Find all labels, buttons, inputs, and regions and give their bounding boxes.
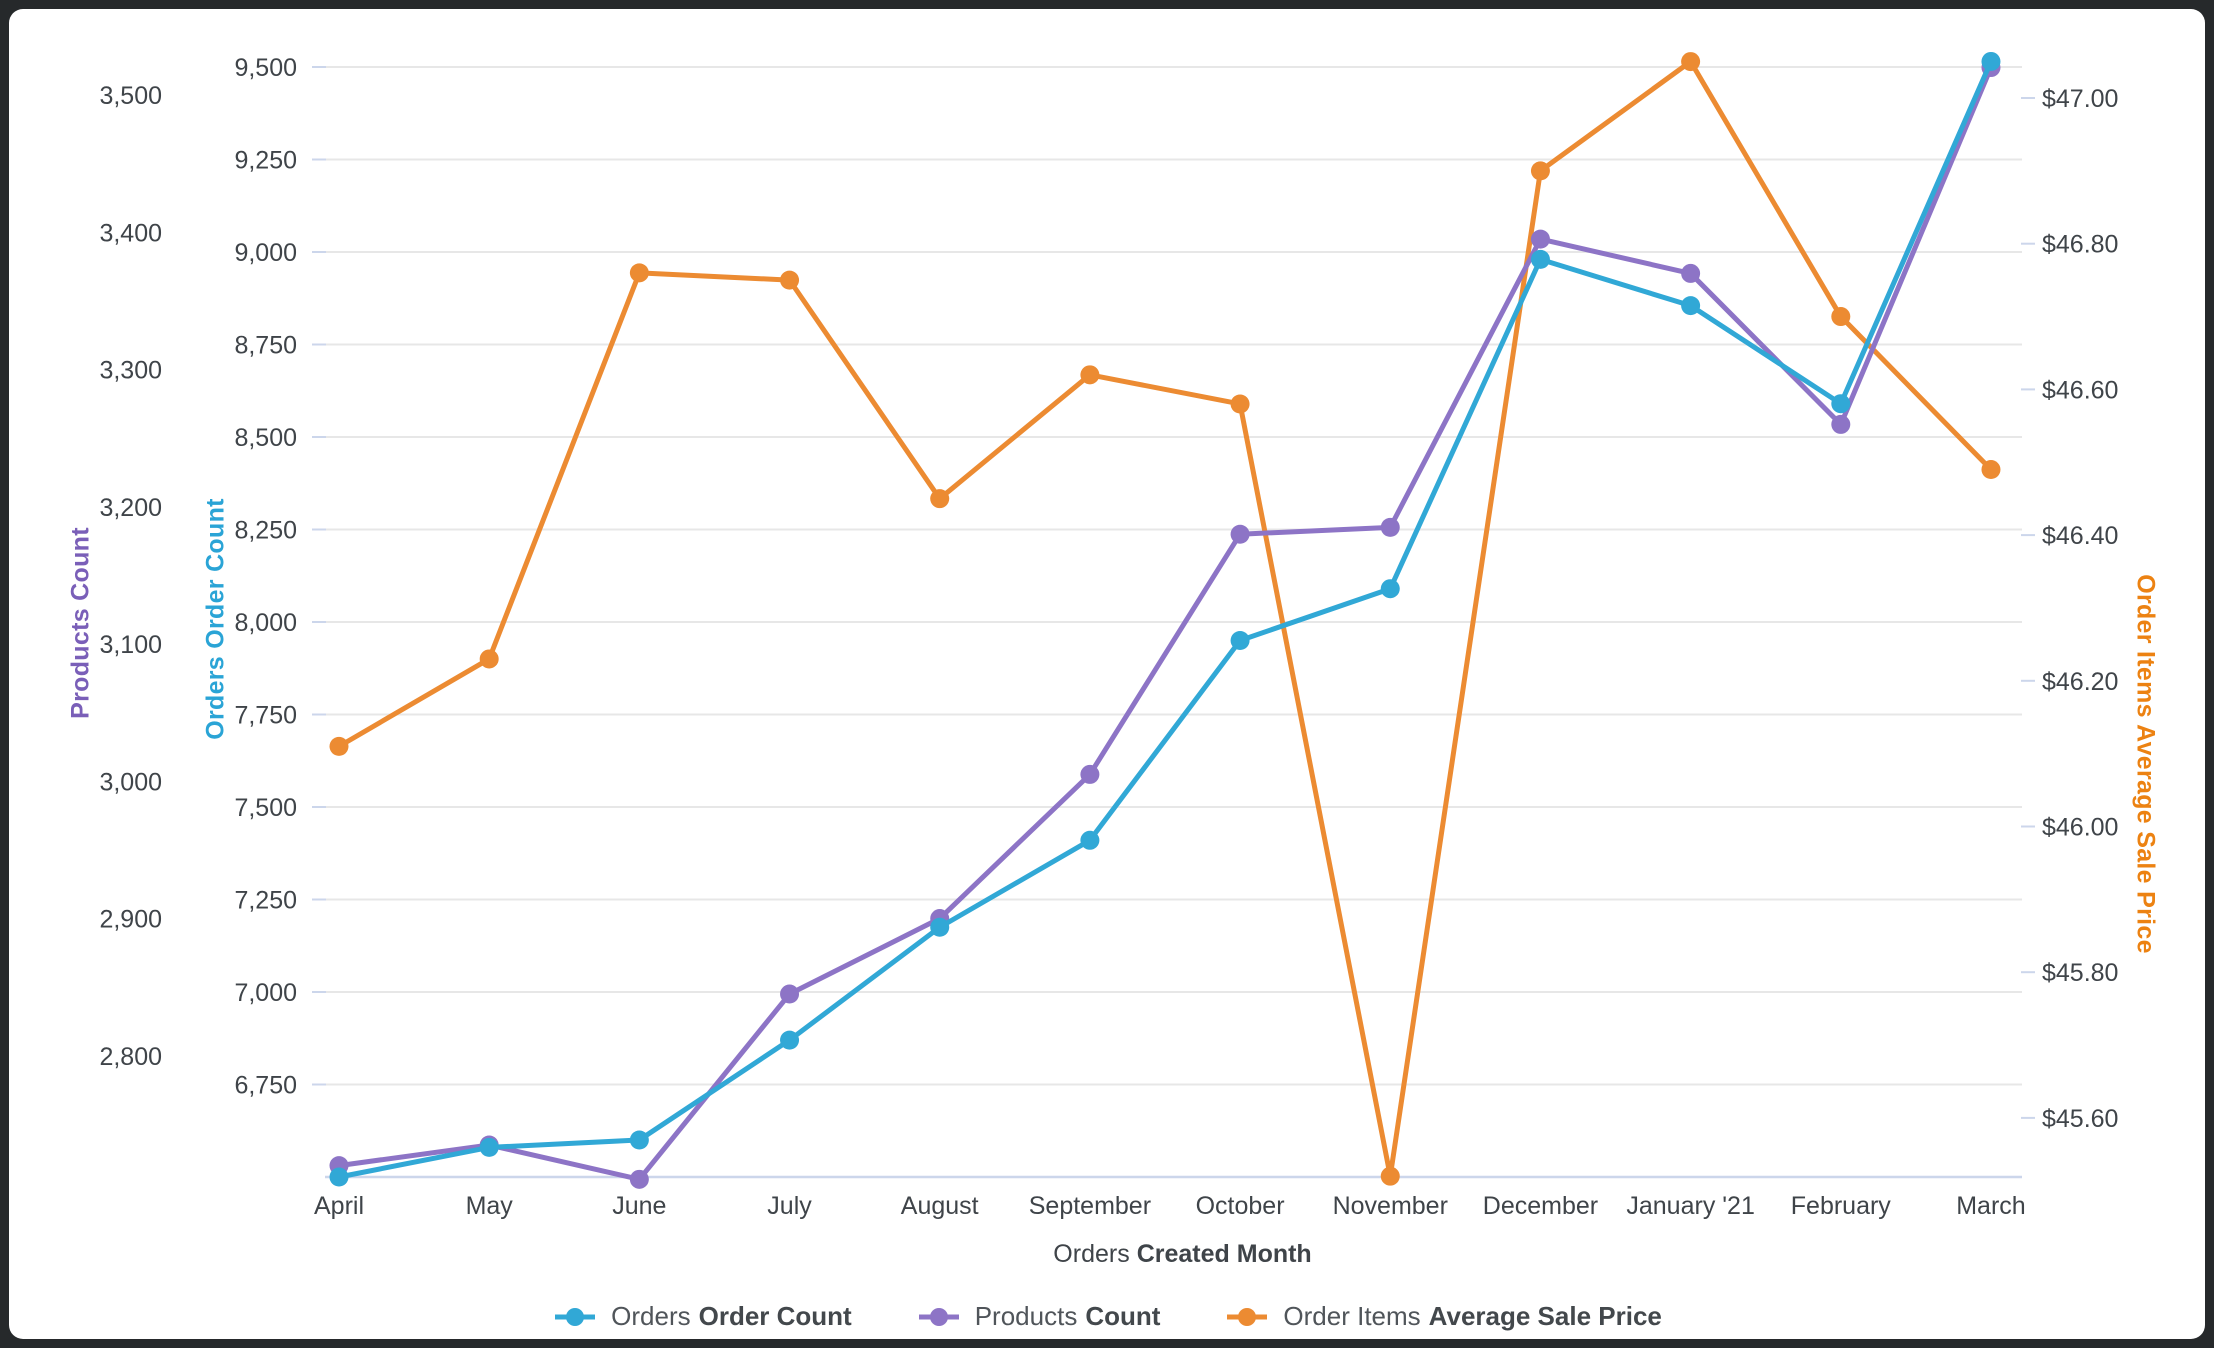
line-chart: 3,500 3,400 3,300 3,200 3,100 3,000 2,900 2,800… (99, 51, 2118, 1220)
legend-label-regular: Products (974, 1301, 1078, 1331)
chart-legend: Orders Order Count Products Count Order Item… (9, 1301, 2205, 1332)
data-point-orders-june[interactable] (629, 1130, 649, 1150)
x-tick-label: December (1483, 1192, 1598, 1220)
data-point-orders-march[interactable] (1981, 51, 2001, 71)
data-point-products-october[interactable] (1230, 524, 1250, 544)
data-point-price-september[interactable] (1080, 365, 1100, 385)
y-axis-title-products-count: Products Count (66, 527, 95, 719)
data-point-orders-august[interactable] (930, 917, 950, 937)
products-tick-label: 3,500 (99, 82, 162, 110)
products-tick-label: 3,400 (99, 219, 162, 247)
data-point-products-september[interactable] (1080, 764, 1100, 784)
x-tick-label: November (1333, 1192, 1448, 1220)
legend-label-bold: Order Count (698, 1301, 852, 1331)
data-point-price-november[interactable] (1380, 1166, 1400, 1186)
orders-tick-label: 9,000 (234, 239, 297, 267)
legend-item-price[interactable]: Order Items Average Sale Price (1224, 1301, 1662, 1332)
legend-label-bold: Count (1085, 1301, 1161, 1331)
products-tick-label: 3,000 (99, 768, 162, 796)
data-point-price-january-21[interactable] (1681, 52, 1701, 72)
data-point-price-february[interactable] (1831, 307, 1851, 327)
data-point-orders-january-21[interactable] (1681, 296, 1701, 316)
x-axis-title-bold: Created Month (1136, 1240, 1312, 1268)
y-axis-title-orders-order-count: Orders Order Count (201, 498, 230, 740)
legend-label-regular: Order Items (1283, 1301, 1421, 1331)
data-point-price-july[interactable] (780, 270, 800, 290)
legend-marker-orders (555, 1307, 596, 1326)
x-tick-label: January '21 (1626, 1192, 1754, 1220)
price-tick-label: $45.80 (2042, 959, 2118, 987)
x-axis-title: Orders Created Month (334, 1240, 2031, 1269)
x-tick-label: February (1791, 1192, 1892, 1220)
data-point-products-july[interactable] (780, 984, 800, 1004)
price-tick-label: $46.80 (2042, 231, 2118, 259)
orders-tick-label: 8,000 (234, 609, 297, 637)
legend-item-orders[interactable]: Orders Order Count (552, 1301, 852, 1332)
legend-label-regular: Orders (611, 1301, 691, 1331)
legend-label-bold: Average Sale Price (1428, 1301, 1662, 1331)
price-tick-label: $45.60 (2042, 1105, 2118, 1133)
x-tick-label: October (1196, 1192, 1285, 1220)
data-point-price-may[interactable] (479, 649, 499, 669)
x-tick-label: April (314, 1192, 364, 1220)
data-point-orders-september[interactable] (1080, 830, 1100, 850)
orders-tick-label: 8,750 (234, 332, 297, 360)
data-point-products-february[interactable] (1831, 414, 1851, 434)
data-point-price-april[interactable] (329, 736, 349, 756)
data-point-price-october[interactable] (1230, 394, 1250, 414)
orders-tick-label: 7,750 (234, 702, 297, 730)
series-line-orders (336, 58, 1994, 1180)
data-point-price-august[interactable] (930, 489, 950, 509)
data-point-products-november[interactable] (1380, 517, 1400, 537)
data-point-products-june[interactable] (629, 1169, 649, 1189)
x-tick-label: March (1956, 1192, 2025, 1220)
legend-marker-products (918, 1307, 959, 1326)
price-tick-label: $46.40 (2042, 522, 2118, 550)
data-point-price-march[interactable] (1981, 460, 2001, 480)
data-point-orders-april[interactable] (329, 1167, 349, 1187)
orders-tick-label: 8,500 (234, 424, 297, 452)
data-point-orders-july[interactable] (780, 1030, 800, 1050)
series-line-price (336, 59, 1994, 1179)
price-tick-label: $46.00 (2042, 814, 2118, 842)
data-point-orders-november[interactable] (1380, 579, 1400, 599)
x-tick-label: August (901, 1192, 979, 1220)
x-axis-title-regular: Orders (1053, 1240, 1130, 1268)
price-tick-label: $46.60 (2042, 376, 2118, 404)
legend-item-products[interactable]: Products Count (916, 1301, 1161, 1332)
price-tick-label: $46.20 (2042, 668, 2118, 696)
orders-tick-label: 7,250 (234, 887, 297, 915)
data-point-price-june[interactable] (629, 263, 649, 283)
orders-tick-label: 7,500 (234, 794, 297, 822)
products-tick-label: 3,200 (99, 494, 162, 522)
data-point-orders-february[interactable] (1831, 394, 1851, 414)
products-tick-label: 2,800 (99, 1043, 162, 1071)
data-point-price-december[interactable] (1530, 161, 1550, 181)
x-tick-label: July (767, 1192, 812, 1220)
data-point-products-december[interactable] (1530, 229, 1550, 249)
orders-tick-label: 8,250 (234, 517, 297, 545)
x-tick-label: June (612, 1192, 666, 1220)
orders-tick-label: 7,000 (234, 979, 297, 1007)
products-tick-label: 2,900 (99, 906, 162, 934)
products-tick-label: 3,100 (99, 631, 162, 659)
data-point-orders-october[interactable] (1230, 631, 1250, 650)
orders-tick-label: 9,500 (234, 54, 297, 82)
data-point-orders-may[interactable] (479, 1137, 499, 1157)
y-axis-title-average-sale-price: Order Items Average Sale Price (2131, 574, 2160, 954)
legend-marker-price (1227, 1307, 1268, 1326)
data-point-orders-december[interactable] (1530, 249, 1550, 269)
products-tick-label: 3,300 (99, 357, 162, 385)
x-tick-label: September (1029, 1192, 1151, 1220)
x-tick-label: May (466, 1192, 514, 1220)
price-tick-label: $47.00 (2042, 85, 2118, 113)
orders-tick-label: 9,250 (234, 147, 297, 175)
series-line-products (336, 65, 1994, 1182)
chart-card: 3,500 3,400 3,300 3,200 3,100 3,000 2,900 2,800… (9, 9, 2205, 1339)
orders-tick-label: 6,750 (234, 1072, 297, 1100)
data-point-products-january-21[interactable] (1681, 263, 1701, 283)
